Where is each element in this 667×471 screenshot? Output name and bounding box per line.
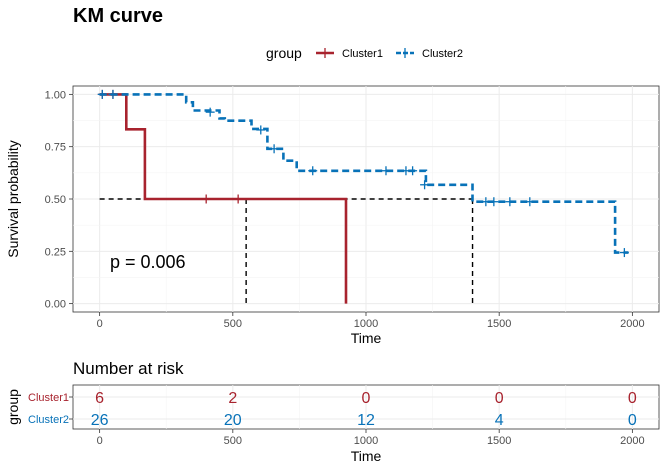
censor-mark-cluster2 — [381, 166, 391, 176]
censor-mark-cluster2 — [97, 89, 107, 99]
risk-cell-cluster1: 6 — [95, 390, 104, 407]
censor-mark-cluster2 — [505, 197, 515, 207]
risk-x-tick-label: 500 — [224, 435, 242, 447]
censor-mark-cluster2 — [308, 166, 318, 176]
y-tick-label: 0.00 — [45, 299, 66, 311]
x-tick-label: 0 — [97, 318, 103, 330]
censor-mark-cluster2 — [619, 248, 629, 258]
x-tick-label: 1000 — [354, 318, 378, 330]
risk-row-label: Cluster2 — [28, 414, 69, 426]
legend-item-cluster2: Cluster2 — [396, 48, 463, 60]
legend-title: group — [266, 45, 302, 61]
risk-table-title: Number at risk — [73, 359, 184, 378]
y-tick-label: 0.75 — [45, 142, 66, 154]
legend-label: Cluster2 — [422, 48, 463, 60]
risk-cell-cluster2: 20 — [224, 412, 242, 429]
censor-mark-cluster1 — [201, 194, 211, 204]
plot-area: 0 500 1000 1500 2000 0.00 0.25 0.50 0.75 1.00 p =… — [45, 85, 660, 330]
censor-mark-cluster2 — [420, 180, 430, 190]
risk-cell-cluster1: 0 — [628, 390, 637, 407]
legend: group Cluster1 Cluster2 — [266, 45, 463, 61]
risk-cell-cluster1: 0 — [495, 390, 504, 407]
p-value-annotation: p = 0.006 — [110, 252, 186, 272]
risk-x-axis-label: Time — [351, 448, 382, 464]
y-tick-label: 0.50 — [45, 194, 66, 206]
risk-cell-cluster2: 4 — [495, 412, 504, 429]
km-curve-cluster2 — [99, 93, 629, 254]
censor-mark-cluster2 — [481, 197, 491, 207]
censor-mark-cluster2 — [525, 197, 535, 207]
x-tick-label: 500 — [224, 318, 242, 330]
x-tick-label: 2000 — [620, 318, 644, 330]
chart-title: KM curve — [73, 5, 163, 27]
risk-x-tick-label: 1000 — [354, 435, 378, 447]
censor-mark-cluster2 — [489, 197, 499, 207]
y-axis-label: Survival probability — [5, 140, 21, 258]
x-axis-label: Time — [351, 330, 382, 346]
legend-label: Cluster1 — [342, 48, 383, 60]
y-tick-label: 1.00 — [45, 89, 66, 101]
risk-cell-cluster2: 26 — [91, 412, 109, 429]
censor-mark-cluster2 — [205, 107, 215, 117]
risk-row-label: Cluster1 — [28, 392, 69, 404]
legend-item-cluster1: Cluster1 — [316, 48, 383, 60]
risk-x-tick-label: 1500 — [487, 435, 511, 447]
censor-mark-cluster2 — [108, 89, 118, 99]
risk-cell-cluster1: 2 — [228, 390, 237, 407]
risk-cell-cluster1: 0 — [362, 390, 371, 407]
risk-y-axis-label: group — [5, 389, 21, 425]
risk-table: Number at risk 6 2 0 0 026 20 12 4 0 Cluster1Clu… — [5, 359, 660, 464]
censor-mark-cluster2 — [256, 125, 266, 135]
x-tick-label: 1500 — [487, 318, 511, 330]
risk-x-tick-label: 2000 — [620, 435, 644, 447]
censor-mark-cluster1 — [233, 194, 243, 204]
censor-mark-cluster2 — [269, 144, 279, 154]
censor-mark-cluster2 — [408, 166, 418, 176]
risk-x-tick-label: 0 — [97, 435, 103, 447]
risk-cell-cluster2: 0 — [628, 412, 637, 429]
y-tick-label: 0.25 — [45, 246, 66, 258]
risk-cell-cluster2: 12 — [357, 412, 375, 429]
